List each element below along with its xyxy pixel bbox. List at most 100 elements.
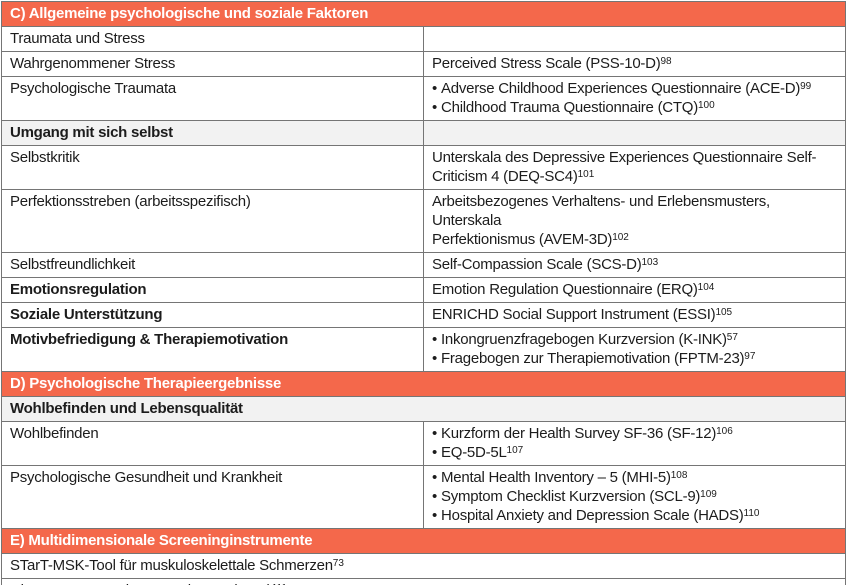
full-span-cell: STarT-MSK-Tool für muskuloskelettale Sch… — [1, 553, 846, 579]
category-cell: Psychologische Gesundheit und Krankheit — [1, 465, 424, 529]
section-header-row: E) Multidimensionale Screeninginstrument… — [1, 528, 846, 554]
category-cell: Soziale Unterstützung — [1, 302, 424, 328]
instrument-text: Inkongruenzfragebogen Kurzversion (K-INK… — [441, 331, 727, 348]
instrument-item: Self-Compassion Scale (SCS-D)103 — [432, 255, 837, 274]
table-row: Umgang mit sich selbst — [1, 120, 846, 146]
category-cell: Perfektionsstreben (arbeitsspezifisch) — [1, 189, 424, 253]
category-cell: Emotionsregulation — [1, 277, 424, 303]
category-cell: Umgang mit sich selbst — [1, 120, 424, 146]
bullet-item: • Adverse Childhood Experiences Questionn… — [432, 79, 837, 98]
instrument-cell: • Inkongruenzfragebogen Kurzversion (K-IN… — [423, 327, 846, 372]
instrument-item: Arbeitsbezogenes Verhaltens- und Erleben… — [432, 192, 837, 249]
reference-superscript: 73 — [332, 557, 344, 569]
instrument-cell: Unterskala des Depressive Experiences Qu… — [423, 145, 846, 190]
reference-superscript: 106 — [716, 425, 733, 437]
reference-superscript: 107 — [506, 444, 524, 456]
instrument-text: Emotion Regulation Questionnaire (ERQ) — [432, 281, 698, 298]
category-cell: Psychologische Traumata — [1, 76, 424, 121]
full-span-cell: Ultra-Kurz-Screening-Fragebogen (UKS)111 — [1, 578, 846, 585]
reference-superscript: 108 — [670, 469, 688, 481]
reference-superscript: 109 — [700, 488, 717, 500]
bullet-icon: • — [432, 507, 438, 524]
instrument-cell: Emotion Regulation Questionnaire (ERQ)10… — [423, 277, 846, 303]
category-cell: Wohlbefinden — [1, 421, 424, 466]
instrument-cell — [423, 26, 846, 52]
instrument-item: Unterskala des Depressive Experiences Qu… — [432, 148, 837, 186]
category-cell: Selbstfreundlichkeit — [1, 252, 424, 278]
table-row: Psychologische Traumata • Adverse Childhoo… — [1, 76, 846, 121]
instrument-cell: Arbeitsbezogenes Verhaltens- und Erleben… — [423, 189, 846, 253]
full-span-cell: Wohlbefinden und Lebensqualität — [1, 396, 846, 422]
table-row: Wahrgenommener Stress Perceived Stress Sc… — [1, 51, 846, 77]
instrument-text: Symptom Checklist Kurzversion (SCL-9) — [441, 488, 701, 505]
instrument-text: Arbeitsbezogenes Verhaltens- und Erleben… — [432, 193, 770, 248]
bullet-item: • Fragebogen zur Therapiemotivation (FPTM… — [432, 349, 837, 368]
full-span-row: Ultra-Kurz-Screening-Fragebogen (UKS)111 — [1, 578, 846, 585]
reference-superscript: 57 — [726, 331, 738, 343]
reference-superscript: 102 — [612, 231, 629, 243]
category-cell: Traumata und Stress — [1, 26, 424, 52]
reference-superscript: 105 — [715, 306, 733, 318]
bullet-item: • Symptom Checklist Kurzversion (SCL-9)10… — [432, 487, 837, 506]
instrument-cell: Perceived Stress Scale (PSS-10-D)98 — [423, 51, 846, 77]
full-span-row: STarT-MSK-Tool für muskuloskelettale Sch… — [1, 553, 846, 579]
table-row: Selbstkritik Unterskala des Depressive Ex… — [1, 145, 846, 190]
bullet-item: • Mental Health Inventory – 5 (MHI-5)108 — [432, 468, 837, 487]
bullet-item: • Kurzform der Health Survey SF-36 (SF-12… — [432, 424, 837, 443]
instrument-cell: ENRICHD Social Support Instrument (ESSI)… — [423, 302, 846, 328]
instrument-item: ENRICHD Social Support Instrument (ESSI)… — [432, 305, 837, 324]
instrument-text: Self-Compassion Scale (SCS-D) — [432, 256, 642, 273]
instrument-text: Unterskala des Depressive Experiences Qu… — [432, 149, 817, 185]
instrument-text: Mental Health Inventory – 5 (MHI-5) — [441, 469, 671, 486]
table-row: Emotionsregulation Emotion Regulation Que… — [1, 277, 846, 303]
reference-superscript: 103 — [641, 256, 659, 268]
reference-superscript: 100 — [697, 99, 715, 111]
category-cell: Selbstkritik — [1, 145, 424, 190]
row-text: STarT-MSK-Tool für muskuloskelettale Sch… — [10, 557, 333, 574]
bullet-icon: • — [432, 444, 438, 461]
instrument-text: Hospital Anxiety and Depression Scale (H… — [441, 507, 744, 524]
instrument-text: Adverse Childhood Experiences Questionna… — [441, 80, 801, 97]
instrument-text: ENRICHD Social Support Instrument (ESSI) — [432, 306, 716, 323]
instrument-text: Kurzform der Health Survey SF-36 (SF-12) — [441, 425, 717, 442]
reference-superscript: 104 — [697, 281, 715, 293]
reference-superscript: 110 — [743, 507, 760, 519]
bullet-item: • Inkongruenzfragebogen Kurzversion (K-IN… — [432, 330, 837, 349]
section-title: C) Allgemeine psychologische und soziale… — [1, 1, 846, 27]
bullet-icon: • — [432, 331, 438, 348]
bullet-icon: • — [432, 488, 438, 505]
instrument-cell: • Mental Health Inventory – 5 (MHI-5)108 •… — [423, 465, 846, 529]
table-row: Motivbefriedigung & Therapiemotivation • I… — [1, 327, 846, 372]
table-row: Soziale Unterstützung ENRICHD Social Supp… — [1, 302, 846, 328]
category-cell: Wahrgenommener Stress — [1, 51, 424, 77]
reference-superscript: 99 — [800, 80, 812, 92]
reference-superscript: 97 — [744, 350, 756, 362]
section-title: E) Multidimensionale Screeninginstrument… — [1, 528, 846, 554]
instrument-text: EQ-5D-5L — [441, 444, 507, 461]
section-header-row: C) Allgemeine psychologische und soziale… — [1, 1, 846, 27]
instrument-text: Fragebogen zur Therapiemotivation (FPTM-… — [441, 350, 745, 367]
bullet-icon: • — [432, 469, 438, 486]
section-header-row: D) Psychologische Therapieergebnisse — [1, 371, 846, 397]
instrument-item: Perceived Stress Scale (PSS-10-D)98 — [432, 54, 837, 73]
instrument-cell: • Kurzform der Health Survey SF-36 (SF-12… — [423, 421, 846, 466]
instrument-cell — [423, 120, 846, 146]
instrument-cell: • Adverse Childhood Experiences Questionn… — [423, 76, 846, 121]
table-row: Wohlbefinden • Kurzform der Health Survey … — [1, 421, 846, 466]
table-row: Selbstfreundlichkeit Self-Compassion Scal… — [1, 252, 846, 278]
reference-superscript: 101 — [577, 168, 595, 180]
bullet-item: • Childhood Trauma Questionnaire (CTQ)100 — [432, 98, 837, 117]
instrument-text: Childhood Trauma Questionnaire (CTQ) — [441, 99, 698, 116]
reference-superscript: 111 — [272, 583, 287, 585]
table-row: Traumata und Stress — [1, 26, 846, 52]
section-title: D) Psychologische Therapieergebnisse — [1, 371, 846, 397]
bullet-icon: • — [432, 80, 438, 97]
instrument-item: Emotion Regulation Questionnaire (ERQ)10… — [432, 280, 837, 299]
reference-superscript: 98 — [660, 55, 672, 67]
instrument-cell: Self-Compassion Scale (SCS-D)103 — [423, 252, 846, 278]
category-cell: Motivbefriedigung & Therapiemotivation — [1, 327, 424, 372]
bullet-item: • Hospital Anxiety and Depression Scale (… — [432, 506, 837, 525]
